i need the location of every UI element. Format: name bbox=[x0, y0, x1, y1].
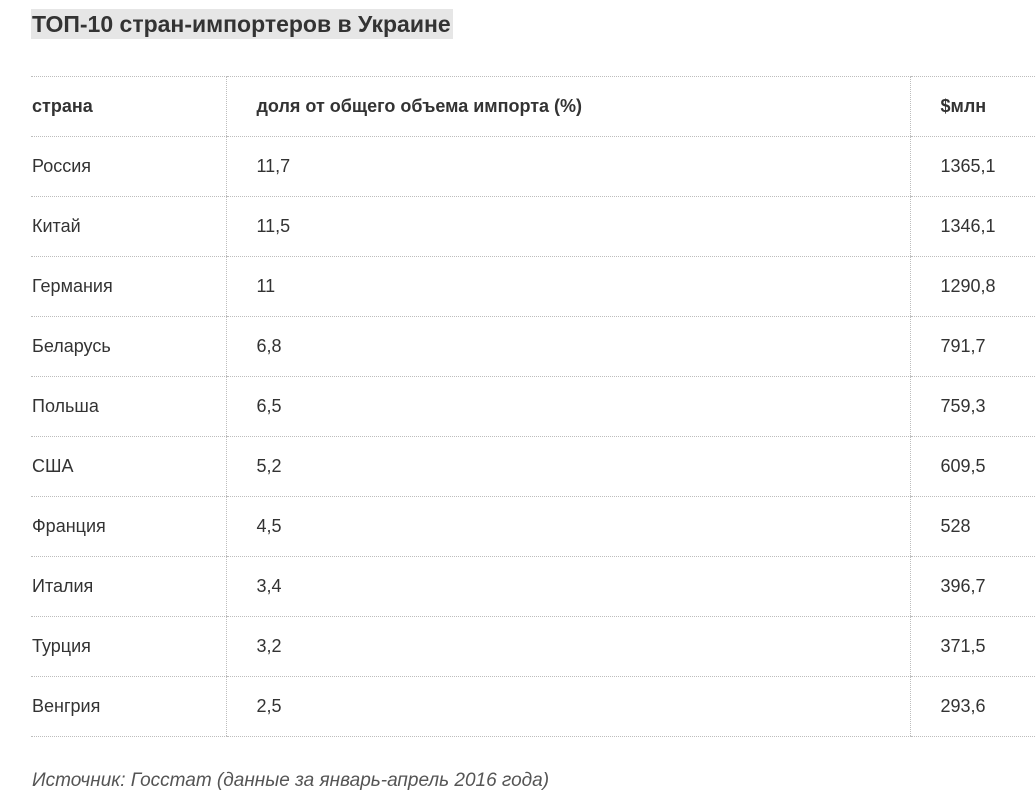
table-row: Франция 4,5 528 bbox=[31, 496, 1035, 557]
usd-cell: 528 bbox=[909, 496, 1035, 557]
table-row: Польша 6,5 759,3 bbox=[31, 376, 1035, 437]
usd-cell: 396,7 bbox=[909, 556, 1035, 617]
share-cell: 3,4 bbox=[225, 556, 910, 617]
table-row: Беларусь 6,8 791,7 bbox=[31, 316, 1035, 377]
usd-cell: 791,7 bbox=[909, 316, 1035, 377]
source-note: Источник: Госстат (данные за январь-апре… bbox=[32, 770, 550, 791]
header-usd-million: $млн bbox=[909, 76, 1035, 137]
country-cell: Венгрия bbox=[31, 676, 226, 737]
share-cell: 4,5 bbox=[225, 496, 910, 557]
article-heading-wrapper: ТОП-10 стран-импортеров в Украине bbox=[31, 9, 453, 39]
country-cell: Германия bbox=[31, 256, 226, 317]
usd-cell: 1290,8 bbox=[909, 256, 1035, 317]
country-cell: Китай bbox=[31, 196, 226, 257]
usd-cell: 1365,1 bbox=[909, 136, 1035, 197]
usd-cell: 759,3 bbox=[909, 376, 1035, 437]
share-cell: 3,2 bbox=[225, 616, 910, 677]
usd-cell: 293,6 bbox=[909, 676, 1035, 737]
table-row: Италия 3,4 396,7 bbox=[31, 556, 1035, 617]
country-cell: Польша bbox=[31, 376, 226, 437]
share-cell: 5,2 bbox=[225, 436, 910, 497]
share-cell: 11 bbox=[225, 256, 910, 317]
importers-table: страна доля от общего объема импорта (%)… bbox=[31, 76, 1035, 737]
table-row: США 5,2 609,5 bbox=[31, 436, 1035, 497]
share-cell: 6,5 bbox=[225, 376, 910, 437]
country-cell: Франция bbox=[31, 496, 226, 557]
share-cell: 11,5 bbox=[225, 196, 910, 257]
table-row: Турция 3,2 371,5 bbox=[31, 616, 1035, 677]
table-row: Венгрия 2,5 293,6 bbox=[31, 676, 1035, 737]
country-cell: Россия bbox=[31, 136, 226, 197]
share-cell: 11,7 bbox=[225, 136, 910, 197]
table-header-row: страна доля от общего объема импорта (%)… bbox=[31, 76, 1035, 137]
table-row: Россия 11,7 1365,1 bbox=[31, 136, 1035, 197]
country-cell: США bbox=[31, 436, 226, 497]
country-cell: Италия bbox=[31, 556, 226, 617]
share-cell: 6,8 bbox=[225, 316, 910, 377]
country-cell: Турция bbox=[31, 616, 226, 677]
usd-cell: 609,5 bbox=[909, 436, 1035, 497]
share-cell: 2,5 bbox=[225, 676, 910, 737]
table-row: Китай 11,5 1346,1 bbox=[31, 196, 1035, 257]
usd-cell: 371,5 bbox=[909, 616, 1035, 677]
usd-cell: 1346,1 bbox=[909, 196, 1035, 257]
table-row: Германия 11 1290,8 bbox=[31, 256, 1035, 317]
header-import-share: доля от общего объема импорта (%) bbox=[225, 76, 910, 137]
article-heading: ТОП-10 стран-импортеров в Украине bbox=[31, 9, 453, 39]
header-country: страна bbox=[31, 76, 226, 137]
country-cell: Беларусь bbox=[31, 316, 226, 377]
